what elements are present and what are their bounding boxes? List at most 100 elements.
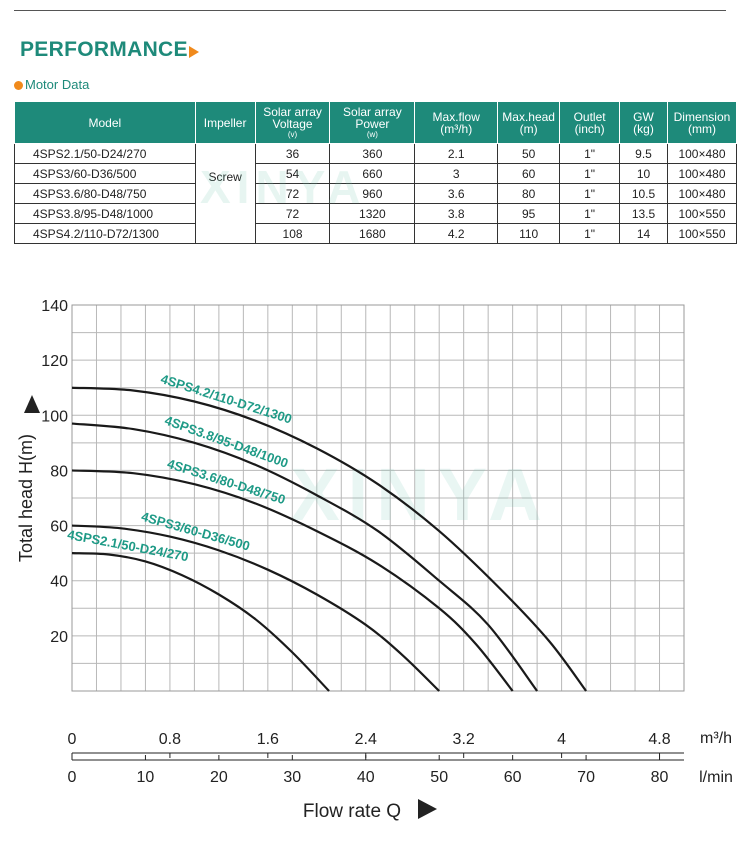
cell-power: 1680 (329, 223, 416, 244)
series-line (71, 469, 514, 692)
col-dimension: Dimension (mm) (666, 101, 738, 144)
x-tick-label-m3h: 4 (557, 731, 566, 748)
col-model: Model (14, 101, 196, 144)
cell-model: 4SPS3/60-D36/500 (14, 163, 196, 184)
x-tick-label-lmin: 10 (137, 769, 155, 786)
cell-dimension: 100×480 (666, 183, 738, 204)
cell-model: 4SPS3.8/95-D48/1000 (14, 203, 196, 224)
cell-voltage: 108 (254, 223, 331, 244)
col-flow: Max.flow (m³/h) (414, 101, 499, 144)
x-tick-label-lmin: 30 (283, 769, 301, 786)
cell-outlet: 1" (559, 203, 621, 224)
cell-flow: 3 (414, 163, 499, 184)
table-row: 4SPS3.8/95-D48/1000 72 1320 3.8 95 1" 13… (14, 203, 738, 224)
cell-outlet: 1" (559, 223, 621, 244)
series-line (71, 524, 440, 692)
x-tick-label-lmin: 70 (577, 769, 595, 786)
y-tick-label: 40 (50, 574, 68, 591)
cell-model: 4SPS4.2/110-D72/1300 (14, 223, 196, 244)
plot-border (71, 304, 685, 692)
x-tick-label-m3h: 4.8 (648, 731, 670, 748)
cell-outlet: 1" (559, 143, 621, 164)
cell-voltage: 72 (254, 183, 331, 204)
series-layer (71, 386, 587, 692)
table-row: 4SPS3/60-D36/500 54 660 3 60 1" 10 100×4… (14, 163, 738, 184)
cell-dimension: 100×550 (666, 203, 738, 224)
x-tick-label-m3h: 2.4 (355, 731, 377, 748)
cell-flow: 3.8 (414, 203, 499, 224)
performance-chart: XINYA 4SPS2.1/50-D24/270 4SPS3/60-D36/500… (0, 280, 750, 859)
y-tick-label: 120 (41, 353, 68, 370)
col-voltage: Solar array Voltage (v) (254, 101, 331, 144)
page-title: PERFORMANCE (20, 38, 188, 61)
cell-flow: 4.2 (414, 223, 499, 244)
cell-power: 960 (329, 183, 416, 204)
col-head: Max.head (m) (497, 101, 561, 144)
motor-data-table: Model Impeller Solar array Voltage (v) So… (14, 101, 738, 244)
cell-head: 50 (497, 143, 561, 164)
y-tick-label: 100 (41, 408, 68, 425)
cell-gw: 9.5 (619, 143, 668, 164)
performance-chart-svg: XINYA 4SPS2.1/50-D24/2704SPS3/60-D36/500… (16, 298, 733, 822)
bullet-icon (14, 81, 23, 90)
x-tick-label-m3h: 0 (68, 731, 77, 748)
title-arrow-icon (189, 46, 199, 58)
cell-flow: 2.1 (414, 143, 499, 164)
x-tick-label-lmin: 50 (430, 769, 448, 786)
cell-power: 360 (329, 143, 416, 164)
x-unit-lmin: l/min (699, 769, 733, 786)
cell-dimension: 100×480 (666, 163, 738, 184)
y-tick-label: 60 (50, 519, 68, 536)
cell-voltage: 54 (254, 163, 331, 184)
x-axis-label: Flow rate Q (303, 801, 401, 822)
cell-gw: 13.5 (619, 203, 668, 224)
x-tick-label-m3h: 3.2 (453, 731, 475, 748)
cell-head: 95 (497, 203, 561, 224)
table-row: 4SPS2.1/50-D24/270 Screw 36 360 2.1 50 1… (14, 143, 738, 244)
y-tick-label: 140 (41, 298, 68, 315)
y-tick-label: 80 (50, 463, 68, 480)
x-tick-label-m3h: 1.6 (257, 731, 279, 748)
col-outlet: Outlet (inch) (559, 101, 621, 144)
cell-head: 110 (497, 223, 561, 244)
cell-head: 80 (497, 183, 561, 204)
series-line (71, 422, 539, 692)
cell-gw: 10 (619, 163, 668, 184)
x-tick-label-lmin: 0 (68, 769, 77, 786)
top-divider (14, 10, 726, 11)
series-line (71, 552, 330, 692)
cell-power: 660 (329, 163, 416, 184)
x-tick-label-lmin: 60 (504, 769, 522, 786)
cell-model: 4SPS2.1/50-D24/270 (14, 143, 196, 164)
table-row: 4SPS3.6/80-D48/750 72 960 3.6 80 1" 10.5… (14, 183, 738, 204)
cell-impeller: Screw (194, 143, 256, 244)
y-axis-label: Total head H(m) (16, 434, 36, 562)
y-tick-label: 20 (50, 629, 68, 646)
cell-gw: 10.5 (619, 183, 668, 204)
cell-dimension: 100×480 (666, 143, 738, 164)
col-power: Solar array Power (w) (329, 101, 416, 144)
col-impeller: Impeller (194, 101, 256, 144)
cell-outlet: 1" (559, 163, 621, 184)
cell-power: 1320 (329, 203, 416, 224)
cell-head: 60 (497, 163, 561, 184)
cell-voltage: 72 (254, 203, 331, 224)
x-tick-label-lmin: 20 (210, 769, 228, 786)
table-header-row: Model Impeller Solar array Voltage (v) So… (14, 101, 738, 144)
series-label: 4SPS2.1/50-D24/270 (66, 527, 190, 564)
x-axis-arrow-icon (418, 799, 437, 819)
cell-gw: 14 (619, 223, 668, 244)
series-line (71, 386, 587, 692)
cell-outlet: 1" (559, 183, 621, 204)
x-tick-label-lmin: 80 (651, 769, 669, 786)
col-gw: GW (kg) (619, 101, 668, 144)
y-axis-arrow-icon (24, 395, 40, 413)
x-tick-label-lmin: 40 (357, 769, 375, 786)
cell-voltage: 36 (254, 143, 331, 164)
cell-model: 4SPS3.6/80-D48/750 (14, 183, 196, 204)
chart-watermark: XINYA (290, 453, 549, 536)
table-row: 4SPS4.2/110-D72/1300 108 1680 4.2 110 1"… (14, 223, 738, 244)
x-tick-label-m3h: 0.8 (159, 731, 181, 748)
cell-dimension: 100×550 (666, 223, 738, 244)
